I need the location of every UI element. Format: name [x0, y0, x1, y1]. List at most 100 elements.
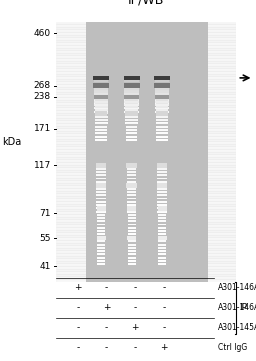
FancyBboxPatch shape [158, 257, 166, 258]
FancyBboxPatch shape [94, 111, 108, 113]
FancyBboxPatch shape [126, 183, 137, 188]
FancyBboxPatch shape [158, 247, 166, 249]
FancyBboxPatch shape [125, 99, 138, 101]
FancyBboxPatch shape [97, 217, 105, 219]
Bar [56, 212, 236, 214]
Bar [56, 110, 236, 113]
FancyBboxPatch shape [127, 207, 136, 209]
FancyBboxPatch shape [127, 168, 136, 170]
FancyBboxPatch shape [97, 214, 105, 216]
FancyBboxPatch shape [127, 250, 136, 252]
FancyBboxPatch shape [124, 103, 139, 105]
FancyBboxPatch shape [155, 100, 169, 102]
Bar [56, 149, 236, 152]
FancyBboxPatch shape [97, 236, 106, 240]
FancyBboxPatch shape [93, 83, 109, 88]
FancyBboxPatch shape [96, 188, 106, 190]
FancyBboxPatch shape [97, 257, 105, 258]
FancyBboxPatch shape [95, 119, 107, 121]
Bar [56, 79, 236, 82]
FancyBboxPatch shape [96, 197, 106, 199]
FancyBboxPatch shape [158, 206, 167, 210]
FancyBboxPatch shape [157, 201, 167, 203]
Text: -: - [76, 343, 79, 352]
FancyBboxPatch shape [158, 214, 166, 216]
FancyBboxPatch shape [94, 97, 108, 99]
FancyBboxPatch shape [97, 223, 105, 226]
FancyBboxPatch shape [124, 108, 139, 109]
Bar [56, 152, 236, 154]
FancyBboxPatch shape [177, 22, 208, 282]
Text: +: + [160, 343, 168, 352]
Bar [56, 170, 236, 173]
FancyBboxPatch shape [127, 230, 136, 232]
Bar [56, 43, 236, 45]
FancyBboxPatch shape [158, 240, 166, 242]
FancyBboxPatch shape [157, 211, 167, 213]
Bar [56, 230, 236, 232]
FancyBboxPatch shape [126, 129, 137, 131]
FancyBboxPatch shape [96, 187, 106, 189]
FancyBboxPatch shape [127, 194, 136, 196]
Text: +: + [131, 323, 139, 332]
Bar [56, 165, 236, 167]
Bar [56, 74, 236, 76]
FancyBboxPatch shape [94, 91, 108, 93]
FancyBboxPatch shape [155, 91, 169, 93]
FancyBboxPatch shape [96, 191, 106, 193]
FancyBboxPatch shape [96, 181, 106, 183]
Bar [56, 141, 236, 144]
FancyBboxPatch shape [95, 119, 108, 121]
FancyBboxPatch shape [156, 132, 168, 134]
FancyBboxPatch shape [96, 191, 106, 192]
Bar [56, 50, 236, 53]
Bar [56, 139, 236, 141]
FancyBboxPatch shape [94, 108, 108, 109]
FancyBboxPatch shape [156, 119, 168, 121]
Bar [56, 173, 236, 175]
Bar [56, 258, 236, 261]
Text: 171: 171 [34, 124, 51, 133]
FancyBboxPatch shape [155, 83, 169, 86]
Text: -: - [105, 323, 108, 332]
Text: -: - [134, 303, 137, 312]
Bar [56, 123, 236, 126]
FancyBboxPatch shape [96, 171, 106, 173]
FancyBboxPatch shape [156, 116, 168, 118]
FancyBboxPatch shape [124, 91, 139, 93]
FancyBboxPatch shape [96, 211, 106, 213]
FancyBboxPatch shape [94, 98, 108, 100]
FancyBboxPatch shape [158, 210, 166, 212]
FancyBboxPatch shape [155, 88, 169, 90]
Bar [56, 144, 236, 147]
Bar [56, 126, 236, 128]
Text: 55: 55 [39, 234, 51, 243]
FancyBboxPatch shape [127, 201, 136, 203]
FancyBboxPatch shape [95, 139, 107, 141]
Bar [56, 30, 236, 32]
FancyBboxPatch shape [97, 240, 105, 242]
FancyBboxPatch shape [94, 104, 108, 106]
Bar [56, 89, 236, 92]
Text: Ctrl IgG: Ctrl IgG [218, 343, 247, 352]
FancyBboxPatch shape [158, 263, 166, 265]
FancyBboxPatch shape [97, 247, 105, 249]
Bar [56, 206, 236, 209]
FancyBboxPatch shape [127, 178, 136, 179]
Bar [56, 274, 236, 277]
Bar [56, 56, 236, 58]
FancyBboxPatch shape [126, 163, 137, 168]
Bar [56, 154, 236, 157]
Bar [56, 199, 236, 201]
FancyBboxPatch shape [124, 94, 139, 96]
FancyBboxPatch shape [156, 129, 168, 131]
FancyBboxPatch shape [154, 83, 170, 88]
Bar [56, 235, 236, 238]
FancyBboxPatch shape [127, 227, 136, 229]
FancyBboxPatch shape [158, 230, 166, 232]
FancyBboxPatch shape [124, 88, 139, 90]
FancyBboxPatch shape [157, 163, 167, 168]
Text: A301-146A-1: A301-146A-1 [218, 283, 256, 292]
FancyBboxPatch shape [97, 210, 105, 212]
FancyBboxPatch shape [97, 244, 105, 245]
